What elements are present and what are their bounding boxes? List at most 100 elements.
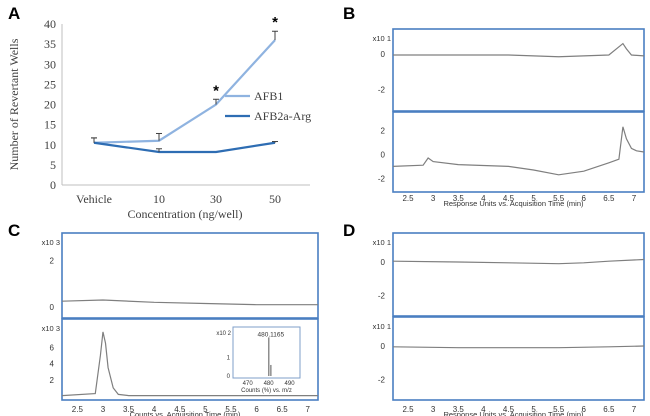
y-tick-label: 40 [44,17,56,31]
significance-asterisk: * [213,82,219,99]
y-axis-title: Number of Revertant Wells [7,38,21,170]
x-tick-label: 6.5 [603,194,615,203]
y-tick-label: 5 [50,158,56,172]
x-tick-label: Vehicle [76,192,112,206]
inset-y-tick-label: 0 [227,374,231,380]
x-axis-title: Response Units vs. Acquisition Time (min… [443,199,584,208]
x-tick-label: 10 [153,192,165,206]
x-tick-label: 3 [431,405,436,414]
x-tick-label: 3.5 [123,405,135,414]
significance-asterisk: * [272,14,278,31]
x-tick-label: 30 [210,192,222,206]
x-tick-label: 3.5 [453,405,465,414]
y-tick-label: 25 [44,77,56,91]
inset-y-multiplier: x10 2 [216,331,231,337]
y-tick-label: -2 [378,291,386,300]
x-tick-label: 6 [582,405,587,414]
y-tick-label: -2 [378,85,386,94]
x-tick-label: 2.5 [72,405,84,414]
y-tick-label: 0 [381,150,386,159]
panel-c-chromatogram: x10 3 2 0 x10 3 6 4 2 2.5 3 3.5 4 4.5 5 5.5 6 6.5 7 Count… [42,232,319,416]
y-tick-label: 0 [381,50,386,59]
y-tick-label: 20 [44,98,56,112]
y-tick-label: 15 [44,118,56,132]
trace-line [393,42,645,58]
subplot-frame [392,28,645,112]
y-tick-label: 2 [50,256,55,265]
y-tick-label: 2 [50,376,55,385]
y-tick-label: 0 [381,258,386,267]
x-tick-label: 4 [481,194,486,203]
panel-letter-a: A [8,4,20,23]
x-tick-label: 3 [101,405,106,414]
panel-letter-b: B [343,4,355,23]
inset-x-tick-label: 480 [264,381,275,387]
panel-letter-d: D [343,221,355,240]
x-axis-title: Response Units vs. Acquisition Time (min… [443,410,584,416]
inset-x-tick-label: 490 [285,381,296,387]
y-tick-label: -2 [378,174,386,183]
panel-d-chromatogram: x10 1 0 -2 x10 1 0 -2 2.5 3 3.5 4 4.5 5 5.5 6 6.5 7 Resp… [373,232,645,416]
subplot-frame [61,232,319,319]
x-tick-label: 50 [269,192,281,206]
y-multiplier-label: x10 1 [373,238,391,247]
y-tick-label: 0 [381,342,386,351]
series-line-afb1 [93,39,276,144]
x-tick-label: 6.5 [277,405,289,414]
inset-x-tick-label: 470 [243,381,254,387]
trace-line [61,299,318,306]
y-multiplier-label: x10 3 [42,324,60,333]
x-tick-label: 6 [254,405,259,414]
x-axis-title: Counts vs. Acquisition Time (min) [130,410,241,416]
y-multiplier-label: x10 3 [42,238,60,247]
x-tick-label: 5 [531,194,536,203]
subplot-frame [392,232,645,317]
y-tick-label: 4 [50,360,55,369]
legend-label: AFB1 [254,89,283,103]
x-tick-label: 5 [203,405,208,414]
x-tick-label: 5 [531,405,536,414]
y-multiplier-label: x10 1 [373,34,391,43]
panel-a-revertant-chart: 0 5 10 15 20 25 30 35 40 Vehicle 10 30 50 Number of R… [7,14,311,221]
x-tick-label: 5.5 [225,405,237,414]
x-tick-label: 5.5 [553,405,565,414]
y-tick-label: 30 [44,57,56,71]
y-tick-label: 6 [50,343,55,352]
inset-y-tick-label: 1 [227,356,231,362]
subplot-frame [61,318,319,401]
x-tick-label: 2.5 [402,405,414,414]
x-tick-label: 4.5 [174,405,186,414]
x-tick-label: 7 [632,405,637,414]
y-tick-label: 0 [50,178,56,192]
x-tick-label: 4 [481,405,486,414]
y-tick-label: 35 [44,37,56,51]
x-tick-label: 5.5 [553,194,565,203]
x-axis-title: Concentration (ng/well) [128,207,243,221]
x-tick-label: 6.5 [603,405,615,414]
trace-line [392,126,645,176]
trace-line [61,331,318,397]
trace-line [392,345,645,349]
panel-b-chromatogram: x10 1 0 -2 2 0 -2 2.5 3 3.5 4 4.5 5 5.5 6 6.5 7 Response… [373,28,645,208]
inset-x-axis-title: Counts (%) vs. m/z [241,388,292,394]
x-tick-label: 4 [152,405,157,414]
x-tick-label: 4.5 [503,405,515,414]
subplot-frame [392,111,645,193]
y-tick-label: -2 [378,375,386,384]
x-tick-label: 3.5 [453,194,465,203]
inset-peak-label: 480.1165 [258,331,285,338]
y-tick-label: 2 [381,126,386,135]
trace-line [392,258,645,265]
y-tick-label: 10 [44,138,56,152]
y-multiplier-label: x10 1 [373,322,391,331]
panel-letter-c: C [8,221,20,240]
x-tick-label: 3 [431,194,436,203]
x-tick-label: 7 [632,194,637,203]
inset-frame [232,326,301,379]
x-tick-label: 4.5 [503,194,515,203]
series-line-afb2a-arg [93,141,276,154]
x-tick-label: 7 [306,405,311,414]
subplot-frame [392,316,645,401]
x-tick-label: 6 [582,194,587,203]
x-tick-label: 2.5 [402,194,414,203]
